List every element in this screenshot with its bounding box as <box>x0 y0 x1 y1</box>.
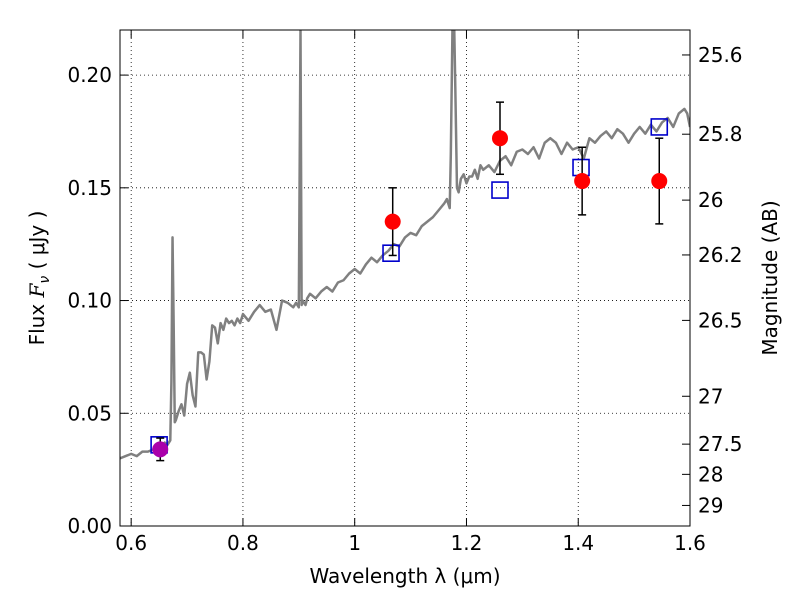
spectrum-line <box>120 30 690 460</box>
y-tick-label: 0.00 <box>67 514 112 538</box>
mag-tick-label: 28 <box>698 462 723 486</box>
mag-tick-label: 26.2 <box>698 243 743 267</box>
spectrum-series <box>120 30 690 460</box>
y-tick-label: 0.05 <box>67 401 112 425</box>
mag-tick-label: 26.5 <box>698 308 743 332</box>
x-axis-title: Wavelength λ (μm) <box>309 564 500 588</box>
x-axis: 0.6 0.8 1 1.2 1.4 1.6 <box>115 30 706 555</box>
observed-photometry-point <box>492 130 508 147</box>
model-photometry-square <box>382 244 400 262</box>
model-photometry-square <box>650 118 669 136</box>
y-axis-left-title: Flux Fν ( μJy ) <box>25 211 53 346</box>
model-photometry-square <box>491 181 509 199</box>
observed-photometry-point <box>384 213 401 230</box>
mag-tick-label: 27 <box>698 384 723 408</box>
y-axis-left: 0.00 0.05 0.10 0.15 0.20 <box>67 63 128 538</box>
plot-area <box>120 30 690 526</box>
mag-tick-label: 29 <box>698 493 723 517</box>
y-tick-label: 0.15 <box>67 176 112 200</box>
x-tick-label: 1.6 <box>674 531 706 555</box>
photometry-markers <box>150 101 669 462</box>
mag-tick-label: 25.8 <box>698 122 743 146</box>
observed-photometry-point <box>574 173 591 190</box>
mag-tick-label: 25.6 <box>698 43 743 67</box>
x-tick-label: 1.4 <box>562 531 594 555</box>
x-tick-label: 0.8 <box>227 531 259 555</box>
mag-tick-label: 26 <box>698 188 723 212</box>
mag-tick-label: 27.5 <box>698 432 743 456</box>
x-tick-label: 0.6 <box>115 531 147 555</box>
plot-frame <box>119 29 691 527</box>
y-axis-right-title: Magnitude (AB) <box>758 200 782 355</box>
x-tick-label: 1 <box>348 531 361 555</box>
y-tick-label: 0.20 <box>67 63 112 87</box>
y-axis-right: 25.6 25.8 26 26.2 26.5 27 27.5 28 29 <box>682 43 743 517</box>
y-tick-label: 0.10 <box>67 289 112 313</box>
observed-photometry-point <box>651 173 668 190</box>
x-tick-label: 1.2 <box>451 531 483 555</box>
observed-photometry-point <box>152 441 169 458</box>
